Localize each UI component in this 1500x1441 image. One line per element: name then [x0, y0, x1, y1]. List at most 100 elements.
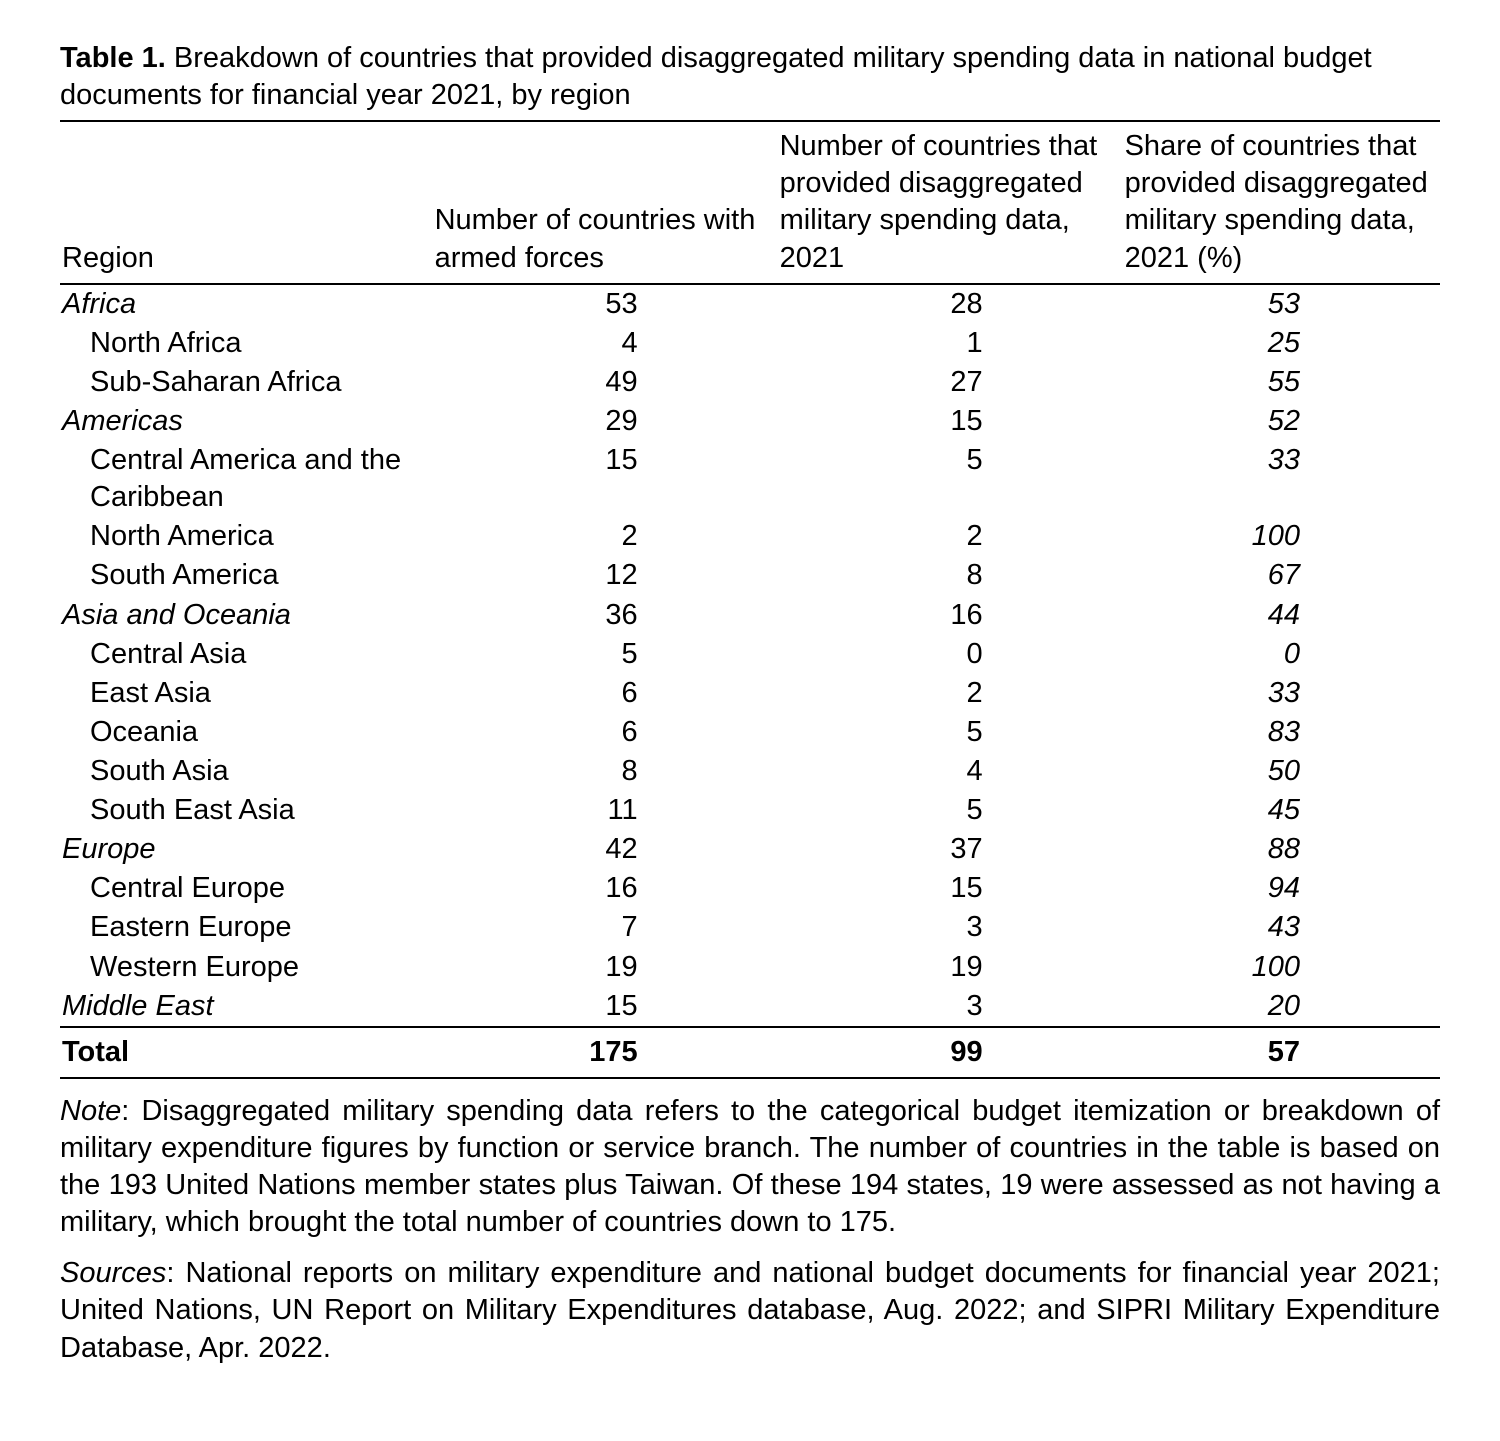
cell-disagg-count: 28: [778, 284, 1123, 324]
table-row: Central Asia500: [60, 635, 1440, 674]
page: Table 1. Breakdown of countries that pro…: [0, 0, 1500, 1441]
note-paragraph: Note: Disaggregated military spending da…: [60, 1093, 1440, 1241]
table-row: North Africa4125: [60, 324, 1440, 363]
cell-disagg-count: 16: [778, 596, 1123, 635]
table-row: Europe 423788: [60, 830, 1440, 869]
note-lead: Note: [60, 1095, 121, 1127]
table-row: Central Europe161594: [60, 869, 1440, 908]
cell-region: South East Asia: [60, 791, 433, 830]
cell-region: South America: [60, 556, 433, 595]
table-row: East Asia 6233: [60, 674, 1440, 713]
cell-disagg-share: 67: [1123, 556, 1440, 595]
cell-region: Central America and the Caribbean: [60, 441, 433, 517]
region-label: South America: [62, 557, 279, 594]
sources-lead: Sources: [60, 1257, 166, 1289]
region-label: North America: [62, 518, 274, 555]
cell-armed-forces: 49: [433, 363, 778, 402]
cell-disagg-count: 3: [778, 987, 1123, 1027]
cell-region-total: Total: [60, 1027, 433, 1078]
cell-armed-forces: 4: [433, 324, 778, 363]
table-row: North America22100: [60, 517, 1440, 556]
region-label: East Asia: [62, 675, 211, 712]
cell-region: North America: [60, 517, 433, 556]
region-label: Sub-Saharan Africa: [62, 364, 341, 401]
cell-disagg-count: 2: [778, 674, 1123, 713]
table-row: Western Europe1919100: [60, 948, 1440, 987]
cell-armed-forces: 42: [433, 830, 778, 869]
cell-region: Western Europe: [60, 948, 433, 987]
cell-disagg-share: 33: [1123, 674, 1440, 713]
col-header-armed-forces: Number of countries with armed forces: [433, 121, 778, 283]
cell-disagg-count: 15: [778, 402, 1123, 441]
cell-region: Sub-Saharan Africa: [60, 363, 433, 402]
table-row: Eastern Europe7343: [60, 908, 1440, 947]
cell-region: South Asia: [60, 752, 433, 791]
cell-region: Central Europe: [60, 869, 433, 908]
table-row: South Asia8450: [60, 752, 1440, 791]
cell-disagg-count: 1: [778, 324, 1123, 363]
cell-armed-forces: 19: [433, 948, 778, 987]
region-label: Americas: [62, 405, 183, 437]
table-row: Central America and the Caribbean15533: [60, 441, 1440, 517]
cell-armed-forces: 6: [433, 674, 778, 713]
region-label: Central Europe: [62, 870, 285, 907]
cell-armed-forces-total: 175: [433, 1027, 778, 1078]
cell-region: Middle East: [60, 987, 433, 1027]
table-row: Americas291552: [60, 402, 1440, 441]
cell-armed-forces: 6: [433, 713, 778, 752]
cell-disagg-share: 53: [1123, 284, 1440, 324]
cell-disagg-count: 27: [778, 363, 1123, 402]
cell-armed-forces: 16: [433, 869, 778, 908]
cell-disagg-count: 3: [778, 908, 1123, 947]
region-label: Central Asia: [62, 636, 246, 673]
cell-region: East Asia: [60, 674, 433, 713]
cell-disagg-count: 37: [778, 830, 1123, 869]
cell-disagg-share: 20: [1123, 987, 1440, 1027]
cell-disagg-share: 43: [1123, 908, 1440, 947]
cell-disagg-count-total: 99: [778, 1027, 1123, 1078]
cell-disagg-share: 33: [1123, 441, 1440, 517]
table-body: Africa532853North Africa4125Sub-Saharan …: [60, 284, 1440, 1078]
table-row: Sub-Saharan Africa 492755: [60, 363, 1440, 402]
cell-disagg-count: 5: [778, 791, 1123, 830]
region-label: Western Europe: [62, 949, 299, 986]
region-label: Africa: [62, 288, 136, 320]
region-label: Europe: [62, 833, 156, 865]
table-row: Africa 532853: [60, 284, 1440, 324]
table-row: Oceania6583: [60, 713, 1440, 752]
table-row: Middle East15320: [60, 987, 1440, 1027]
cell-region: Oceania: [60, 713, 433, 752]
cell-armed-forces: 8: [433, 752, 778, 791]
col-header-disagg-count: Number of countries that provided disagg…: [778, 121, 1123, 283]
table-head: Region Number of countries with armed fo…: [60, 121, 1440, 283]
cell-disagg-share: 100: [1123, 517, 1440, 556]
cell-disagg-share: 88: [1123, 830, 1440, 869]
cell-armed-forces: 36: [433, 596, 778, 635]
cell-region: Europe: [60, 830, 433, 869]
region-label: South East Asia: [62, 792, 295, 829]
data-table: Region Number of countries with armed fo…: [60, 120, 1440, 1079]
cell-disagg-count: 0: [778, 635, 1123, 674]
cell-disagg-share: 0: [1123, 635, 1440, 674]
cell-region: Africa: [60, 284, 433, 324]
table-row-total: Total1759957: [60, 1027, 1440, 1078]
cell-region: Asia and Oceania: [60, 596, 433, 635]
cell-armed-forces: 53: [433, 284, 778, 324]
caption-lead: Table 1.: [60, 42, 166, 74]
cell-disagg-share: 52: [1123, 402, 1440, 441]
table-row: Asia and Oceania361644: [60, 596, 1440, 635]
col-header-disagg-share: Share of countries that provided disaggr…: [1123, 121, 1440, 283]
table-row: South America12867: [60, 556, 1440, 595]
cell-disagg-count: 15: [778, 869, 1123, 908]
cell-disagg-share: 55: [1123, 363, 1440, 402]
cell-disagg-count: 5: [778, 713, 1123, 752]
region-label: South Asia: [62, 753, 229, 790]
cell-disagg-share: 83: [1123, 713, 1440, 752]
region-label: Asia and Oceania: [62, 599, 291, 631]
cell-region: Americas: [60, 402, 433, 441]
cell-disagg-count: 19: [778, 948, 1123, 987]
sources-paragraph: Sources: National reports on military ex…: [60, 1255, 1440, 1366]
table-caption: Table 1. Breakdown of countries that pro…: [60, 40, 1440, 114]
region-label: North Africa: [62, 325, 242, 362]
cell-disagg-share: 45: [1123, 791, 1440, 830]
